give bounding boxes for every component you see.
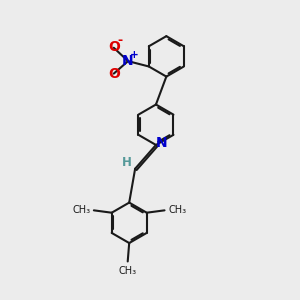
Text: CH₃: CH₃: [118, 266, 137, 276]
Text: H: H: [122, 156, 132, 169]
Text: O: O: [108, 40, 120, 54]
Text: CH₃: CH₃: [72, 205, 90, 215]
Text: +: +: [130, 50, 138, 60]
Text: -: -: [118, 34, 123, 47]
Text: O: O: [108, 67, 120, 81]
Text: N: N: [155, 136, 167, 151]
Text: CH₃: CH₃: [168, 205, 186, 215]
Text: N: N: [122, 54, 134, 68]
